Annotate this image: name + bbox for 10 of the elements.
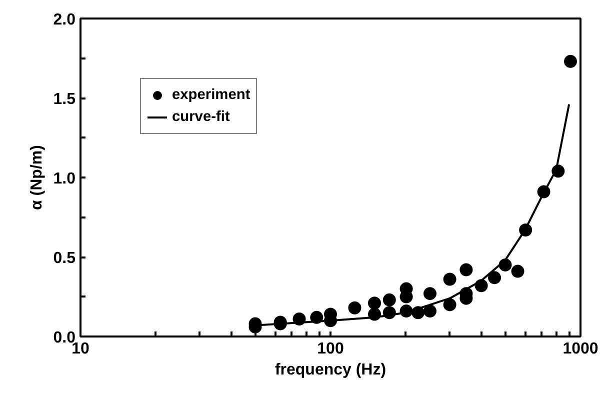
legend-label: experiment (172, 87, 250, 103)
x-tick-label: 1000 (562, 340, 598, 358)
y-tick-label: 2.0 (53, 12, 76, 28)
y-tick-label: 1.5 (53, 91, 76, 108)
y-tick-label: 1.0 (53, 170, 76, 188)
y-axis-title: α (Np/m) (28, 145, 46, 210)
y-tick-label: 0.5 (53, 250, 76, 267)
x-axis-title: frequency (Hz) (274, 362, 386, 378)
legend-label: curve-fit (172, 109, 230, 125)
x-tick-label: 100 (317, 340, 344, 358)
